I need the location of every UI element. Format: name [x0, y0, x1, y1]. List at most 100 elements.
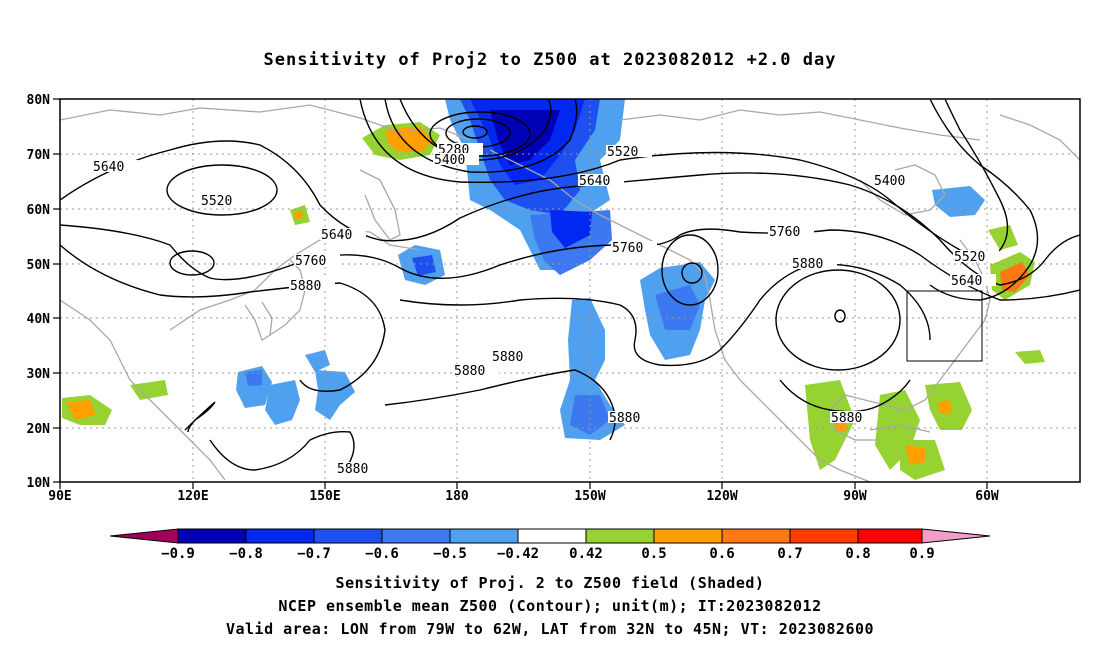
colorbar-label: 0.5: [641, 546, 666, 562]
plot-title: Sensitivity of Proj2 to Z500 at 20230820…: [263, 50, 837, 70]
contour-label: 5400: [874, 174, 905, 189]
contour-label: 5400: [434, 153, 465, 168]
lat-axis-labels: 80N 70N 60N 50N 40N 30N 20N 10N: [27, 93, 51, 491]
contour-label-5880b-group: 5880: [791, 257, 837, 272]
contour-label-5880d-group: 5880: [453, 364, 499, 379]
lon-label: 90W: [843, 489, 867, 504]
contour-label-5640d-group: 5640: [950, 274, 996, 289]
contour-5400-arctic: [399, 99, 552, 161]
contour-label: 5760: [769, 225, 800, 240]
contour-5640-ak: [661, 234, 719, 306]
shade-nfl-green: [988, 225, 1018, 250]
colorbar-swatch: [585, 528, 655, 544]
contour-label: 5880: [337, 462, 368, 477]
coast-greenland: [999, 114, 1080, 161]
colorbar-swatch: [653, 528, 723, 544]
shade-wpac-2: [265, 380, 300, 425]
contour-5940-inner: [834, 309, 846, 323]
contour-label: 5640: [579, 174, 610, 189]
colorbar-labels: −0.9 −0.8 −0.7 −0.6 −0.5 −0.42 0.42 0.5 …: [161, 546, 935, 562]
contour-5520-siberia: [166, 164, 278, 216]
colorbar-swatch: [245, 528, 315, 544]
lat-label: 60N: [27, 203, 51, 218]
colorbar-label: 0.8: [845, 546, 870, 562]
contour-5640-east: [929, 99, 1039, 301]
shade-mid-atl-green: [1015, 350, 1045, 364]
contour-label-5760b-group: 5760: [611, 241, 657, 256]
colorbar-swatch: [313, 528, 383, 544]
lat-label: 40N: [27, 312, 51, 327]
contour-label-5640-group: 5640: [92, 160, 138, 175]
shade-caribbean-o1: [905, 445, 925, 465]
contour-label-5400b-group: 5400: [873, 174, 919, 189]
coast-kamchatka: [359, 169, 401, 241]
colorbar-swatch: [857, 528, 923, 544]
lat-label: 70N: [27, 148, 51, 163]
lat-label: 50N: [27, 258, 51, 273]
colorbar-swatch: [177, 528, 247, 544]
contour-label: 5760: [612, 241, 643, 256]
lon-label: 120E: [177, 489, 208, 504]
coast-n-america-east: [884, 239, 991, 411]
shade-wpac-1-dark: [245, 370, 262, 386]
colorbar-label: 0.42: [569, 546, 603, 562]
shade-china-green: [130, 380, 168, 400]
contour-label-5640c-group: 5640: [578, 174, 624, 189]
contour-label-5520-group: 5520: [200, 194, 246, 209]
contour-5640-west: [60, 140, 1080, 286]
shade-caribbean-o3: [938, 400, 952, 414]
coast-eurasia-north: [60, 104, 471, 141]
colorbar-label: 0.7: [777, 546, 802, 562]
colorbar-label: 0.6: [709, 546, 734, 562]
shade-wpac-1: [236, 366, 272, 408]
contour-label-5880e-group: 5880: [608, 411, 654, 426]
colorbar-label: −0.7: [297, 546, 331, 562]
shade-wpac-4: [305, 350, 330, 372]
contour-label-5880-group: 5880: [289, 279, 335, 294]
lon-label: 60W: [975, 489, 999, 504]
contour-label-5880c-group: 5880: [491, 350, 537, 365]
caption-shaded: Sensitivity of Proj. 2 to Z500 field (Sh…: [335, 574, 765, 592]
colorbar-label: −0.6: [365, 546, 399, 562]
axis-ticks: [53, 98, 988, 489]
colorbar-label: −0.5: [433, 546, 467, 562]
contour-label-5520b-group: 5520: [606, 145, 652, 160]
lon-label: 120W: [706, 489, 737, 504]
coast-arctic-canada: [619, 109, 981, 141]
caption-contour: NCEP ensemble mean Z500 (Contour); unit(…: [278, 597, 822, 615]
contour-label: 5760: [295, 254, 326, 269]
contour-label-5880f-group: 5880: [830, 411, 876, 426]
coast-korea: [244, 301, 273, 341]
contour-5580-ak: [681, 262, 703, 284]
contour-5880-sw: [209, 430, 355, 471]
z500-contours: [60, 99, 1080, 471]
contour-5460-arctic: [384, 99, 578, 173]
contour-label: 5880: [492, 350, 523, 365]
sensitivity-shading: [62, 99, 1045, 480]
contour-5880-south: [184, 401, 216, 433]
colorbar-swatch: [449, 528, 519, 544]
shade-wpac-3: [315, 370, 355, 420]
colorbar-swatch: [381, 528, 451, 544]
caption-valid-area: Valid area: LON from 79W to 62W, LAT fro…: [225, 620, 875, 638]
contour-label-5760-group: 5760: [294, 254, 340, 269]
contour-5520-arctic-long: [359, 99, 1009, 256]
contour-label: 5880: [792, 257, 823, 272]
lat-label: 10N: [27, 476, 51, 491]
shade-gulf-ak-dark: [550, 210, 592, 248]
shade-india-orange: [66, 400, 96, 420]
contour-5760: [60, 224, 1080, 301]
contour-5880-high: [775, 269, 901, 371]
coast-alaska: [489, 149, 706, 276]
contour-labels: 5280 5400 5400 5520 5520 5520 5640 5640 …: [92, 143, 999, 477]
contour-label-5400-group: 5400: [433, 153, 479, 168]
colorbar-label: 0.9: [909, 546, 934, 562]
map-frame: [59, 98, 1081, 483]
shade-caribbean: [805, 380, 855, 470]
coast-n-america-west: [704, 274, 871, 482]
coast-japan: [269, 259, 306, 336]
coast-east-asia: [60, 299, 226, 481]
contour-5880-pacific: [384, 369, 616, 441]
lon-axis-labels: 90E 120E 150E 180 150W 120W 90W 60W: [48, 489, 999, 504]
